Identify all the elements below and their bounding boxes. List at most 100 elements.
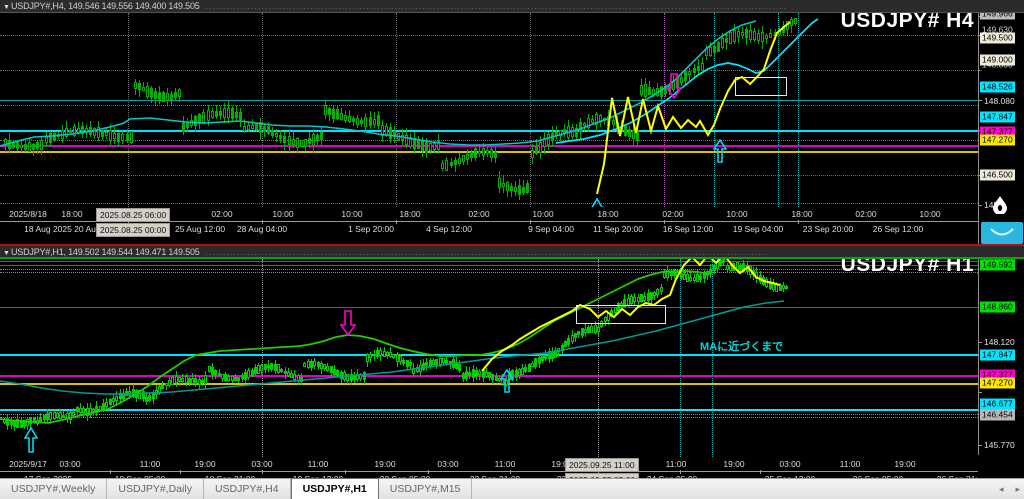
chart-note-h1: MAに近づくまで <box>700 341 784 353</box>
time-label: 2025/8/18 <box>9 209 47 219</box>
tab-usdjpy-daily[interactable]: USDJPY#,Daily <box>107 479 204 499</box>
date-label: 19 Sep 13:00 <box>293 474 344 478</box>
ma-slow-line-h4 <box>0 20 757 147</box>
level-line-147847-h1 <box>0 354 978 356</box>
zigzag-signal-line-h4 <box>596 21 791 195</box>
time-scale-h1[interactable]: 2025/9/17 03:00 11:00 19:00 03:00 11:00 … <box>0 457 987 478</box>
time-label: 10:00 <box>919 209 941 219</box>
annotation-arrow-up-level-h4 <box>713 139 727 163</box>
level-line-147270-h1 <box>0 383 978 385</box>
time-label: 18:00 <box>399 209 421 219</box>
time-label: 03:00 <box>779 459 801 469</box>
crosshair-time-chip-bottom-h4: 2025.08.25 00:00 <box>96 223 171 237</box>
time-label: 19:00 <box>894 459 916 469</box>
time-label: 11:00 <box>494 459 516 469</box>
time-label: 02:00 <box>468 209 490 219</box>
date-label: 18 Sep 21:00 <box>205 474 256 478</box>
price-tick-145x: 145. <box>984 200 1001 210</box>
time-label: 18:00 <box>61 209 83 219</box>
level-line-146677-h1 <box>0 409 978 411</box>
time-label: 10:00 <box>532 209 554 219</box>
crosshair-time-chip-top-h1: 2025.09.25 11:00 <box>565 458 639 472</box>
price-scale-h1[interactable]: 149.600 146.543 149.892 149.592 148.860 … <box>978 247 1024 457</box>
chart-plot-h1[interactable]: MAに近づくまで USDJPY# H1 <box>0 259 978 457</box>
price-label-149500: 149.500 <box>980 32 1015 44</box>
date-label: 9 Sep 04:00 <box>528 224 574 234</box>
annotation-arrow-down-h1 <box>340 310 356 336</box>
time-label: 11:00 <box>839 459 861 469</box>
tab-next-icon[interactable]: ▸ <box>1015 483 1020 494</box>
tab-nav-buttons[interactable]: ◂ ▸ <box>999 479 1024 499</box>
chart-tab-bar[interactable]: USDJPY#,Weekly USDJPY#,Daily USDJPY#,H4 … <box>0 478 1024 499</box>
chart-collapse-icon[interactable]: ▼ <box>3 250 10 257</box>
chart-collapse-icon[interactable]: ▼ <box>3 4 10 11</box>
price-label-149000: 149.000 <box>980 54 1015 66</box>
date-label: 11 Sep 20:00 <box>593 224 643 234</box>
crosshair-time-chip-bottom-h1: 2025.09.25 05:00 <box>565 473 640 478</box>
time-label: 19:00 <box>194 459 216 469</box>
time-label: 11:00 <box>307 459 329 469</box>
time-label: 03:00 <box>251 459 273 469</box>
annotation-rectangle-h4 <box>735 77 787 96</box>
time-label: 03:00 <box>437 459 459 469</box>
chart-pane-h4[interactable]: ▼USDJPY#,H4, 149.546 149.556 149.400 149… <box>0 0 1024 244</box>
date-label: 25 Sep 13:00 <box>765 474 816 478</box>
date-label: 23 Sep 20:00 <box>802 224 854 234</box>
price-label-149592-h1: 149.592 <box>980 259 1015 271</box>
tab-usdjpy-weekly[interactable]: USDJPY#,Weekly <box>0 479 108 499</box>
time-label: 18:00 <box>597 209 619 219</box>
tab-usdjpy-h1[interactable]: USDJPY#,H1 <box>290 478 379 499</box>
zigzag-signal-line-h1 <box>481 259 781 372</box>
price-tick-145770-h1: 145.770 <box>984 440 1015 450</box>
tab-label: USDJPY#,H1 <box>302 483 367 495</box>
price-label-146454-h1: 146.454 <box>980 409 1015 421</box>
date-label: 19 Sep 04:00 <box>732 224 784 234</box>
chart-pane-h1[interactable]: ▼USDJPY#,H1, 149.502 149.544 149.471 149… <box>0 244 1024 478</box>
price-tick-148080: 148.080 <box>984 96 1015 106</box>
level-line-147377 <box>0 145 978 147</box>
time-label: 18:00 <box>791 209 813 219</box>
tab-usdjpy-m15[interactable]: USDJPY#,M15 <box>379 479 473 499</box>
time-label: 02:00 <box>855 209 877 219</box>
date-label: 17 Sep 2025 <box>24 474 72 478</box>
time-scale-top-row-h4: 2025/8/18 18:00 02:00 10:00 02:00 10:00 … <box>0 207 978 221</box>
annotation-arrow-up-level-h1 <box>500 369 514 393</box>
tab-label: USDJPY#,M15 <box>389 483 461 495</box>
tab-usdjpy-h4[interactable]: USDJPY#,H4 <box>204 479 291 499</box>
timeframe-badge-h4[interactable] <box>981 222 1023 244</box>
time-label: 10:00 <box>726 209 748 219</box>
price-label-149966: 149.966 <box>980 8 1015 20</box>
date-label: 18 Aug 2025 <box>24 224 72 234</box>
price-label-147270: 147.270 <box>980 134 1015 146</box>
chart-title-text-h4: USDJPY#,H4, 149.546 149.556 149.400 149.… <box>11 1 200 11</box>
date-label: 22 Sep 05:00 <box>380 474 431 478</box>
time-label: 2025/9/17 <box>9 459 47 469</box>
level-line-148526 <box>0 100 978 101</box>
tab-prev-icon[interactable]: ◂ <box>998 483 1004 494</box>
time-label: 19:00 <box>723 459 745 469</box>
time-label: 10:00 <box>272 209 294 219</box>
time-label: 19:00 <box>551 459 573 469</box>
time-label: 02:00 <box>211 209 233 219</box>
tab-label: USDJPY#,Daily <box>118 483 192 495</box>
ma-teal-line-h1 <box>0 300 785 395</box>
price-label-147270-h1: 147.270 <box>980 377 1015 389</box>
price-label-147847: 147.847 <box>980 111 1015 123</box>
chart-title-h4: ▼USDJPY#,H4, 149.546 149.556 149.400 149… <box>0 0 1024 13</box>
time-label: 03:00 <box>59 459 81 469</box>
annotation-arrow-down-h4 <box>666 73 682 99</box>
date-label: 28 Aug 04:00 <box>236 224 288 234</box>
chart-title-h1: ▼USDJPY#,H1, 149.502 149.544 149.471 149… <box>0 244 1024 259</box>
date-label: 16 Sep 12:00 <box>662 224 714 234</box>
level-line-147847 <box>0 130 978 132</box>
chart-title-text-h1: USDJPY#,H1, 149.502 149.544 149.471 149.… <box>11 247 200 257</box>
price-label-147377-h1: 147.377 <box>980 369 1015 381</box>
price-scale-h4[interactable]: 149.630 148.860 147.270 148.080 145. 149… <box>978 0 1024 244</box>
price-label-146677-h1: 146.677 <box>980 398 1015 410</box>
time-label: 11:00 <box>665 459 687 469</box>
time-scale-h4[interactable]: 2025/8/18 18:00 02:00 10:00 02:00 10:00 … <box>0 207 978 237</box>
date-label: 4 Sep 12:00 <box>426 224 472 234</box>
annotation-rectangle-box-h1 <box>576 305 666 324</box>
chart-plot-h4[interactable]: USDJPY# H4 <box>0 13 978 207</box>
